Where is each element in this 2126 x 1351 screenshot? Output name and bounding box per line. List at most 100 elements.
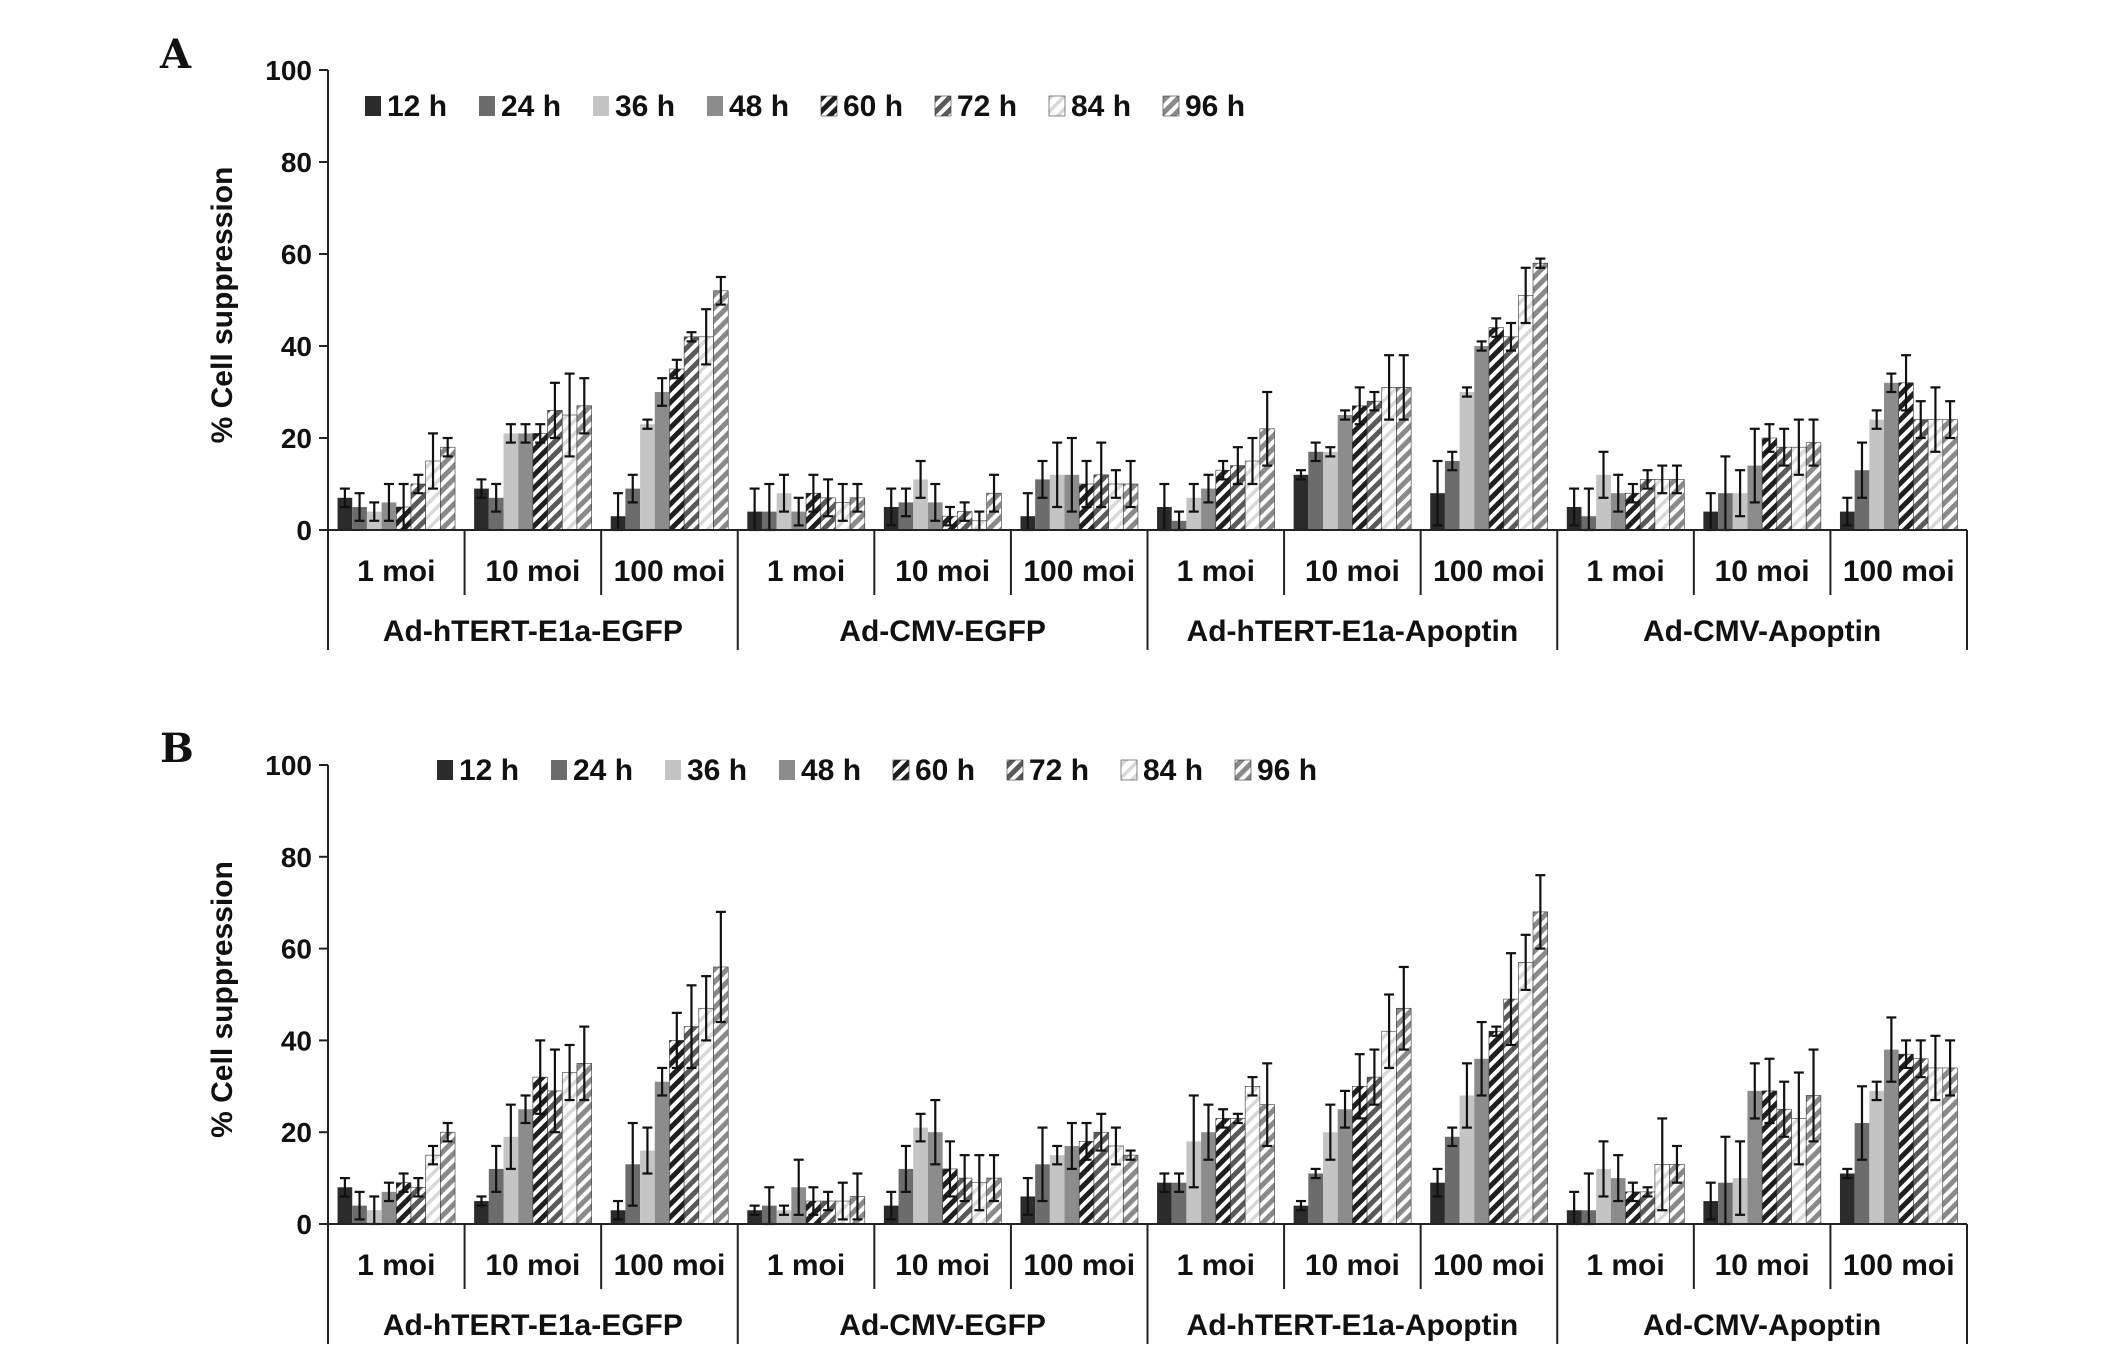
bar [1157, 1182, 1172, 1224]
y-tick-label: 80 [281, 147, 312, 178]
bar [1488, 1030, 1504, 1225]
legend-swatch [593, 96, 609, 116]
bar [440, 1131, 456, 1225]
bar [1503, 336, 1519, 531]
bar [1337, 1109, 1353, 1224]
bar [1869, 419, 1885, 530]
bar [1064, 1145, 1080, 1224]
bar [1337, 415, 1353, 530]
bar [640, 424, 655, 530]
legend-swatch [365, 96, 381, 116]
x-subgroup-label: 1 moi [357, 555, 435, 588]
x-subgroup-label: 1 moi [767, 555, 845, 588]
bar [488, 1168, 504, 1224]
legend-label: 60 h [843, 90, 903, 123]
x-subgroup-label: 100 moi [1023, 555, 1135, 588]
y-tick-label: 60 [281, 239, 312, 270]
bar [1854, 470, 1870, 530]
x-subgroup-label: 1 moi [1177, 1249, 1255, 1282]
bar [1518, 962, 1534, 1225]
bars [337, 874, 1958, 1226]
bar [1913, 1058, 1929, 1225]
x-subgroup-label: 100 moi [1843, 555, 1955, 588]
bar [1459, 392, 1475, 530]
bar [669, 368, 685, 531]
legend-label: 60 h [915, 754, 975, 787]
bar [503, 1136, 519, 1224]
legend-label: 84 h [1143, 754, 1203, 787]
bar [1747, 1090, 1763, 1224]
bar [1430, 1182, 1445, 1224]
legend-swatch [707, 96, 723, 116]
bar [1474, 346, 1489, 530]
legend-label: 12 h [387, 90, 447, 123]
x-subgroup-label: 1 moi [1586, 1249, 1664, 1282]
legend-label: 96 h [1257, 754, 1317, 787]
bar [654, 392, 670, 530]
bar [1444, 461, 1460, 530]
bar [1474, 1058, 1489, 1224]
legend-swatch [437, 760, 453, 780]
bar [440, 446, 456, 531]
bar [1884, 382, 1899, 530]
x-subgroup-label: 1 moi [767, 1249, 845, 1282]
bar [913, 1127, 928, 1224]
bar [488, 497, 504, 530]
bar [518, 433, 533, 530]
bar [1839, 1173, 1855, 1224]
bar [503, 433, 519, 530]
x-subgroup-label: 100 moi [614, 555, 726, 588]
bar [1049, 1155, 1065, 1224]
y-tick-label: 80 [281, 842, 312, 873]
x-subgroup-label: 10 moi [485, 1249, 580, 1282]
x-subgroup-label: 1 moi [1177, 555, 1255, 588]
legend-swatch [820, 95, 838, 117]
bar [518, 1109, 533, 1224]
x-group-label: Ad-hTERT-E1a-EGFP [383, 1309, 683, 1342]
legend-label: 24 h [501, 90, 561, 123]
legend-swatch [479, 96, 495, 116]
x-subgroup-label: 100 moi [1023, 1249, 1135, 1282]
legend-swatch [1048, 95, 1066, 117]
bar [683, 336, 700, 531]
x-subgroup-label: 100 moi [1843, 1249, 1955, 1282]
bar [927, 1132, 943, 1224]
x-axis: 1 moi 10 moi 100 moi Ad-hTERT-E1a-EGFP 1 moi… [327, 529, 1968, 650]
legend-label: 36 h [687, 754, 747, 787]
panel-letter-b: B [160, 725, 194, 772]
x-group-label: Ad-hTERT-E1a-Apoptin [1187, 615, 1519, 648]
bar [1201, 488, 1216, 530]
bar [1293, 474, 1309, 530]
bar [1244, 1086, 1261, 1225]
legend-swatch [779, 760, 795, 780]
y-tick-label: 100 [265, 55, 312, 86]
bar [1532, 262, 1549, 531]
x-group-label: Ad-CMV-Apoptin [1643, 615, 1881, 648]
bar [1596, 474, 1611, 530]
x-subgroup-label: 10 moi [895, 555, 990, 588]
bar [1035, 479, 1050, 530]
panel-letter-a: A [159, 31, 192, 78]
bar [1122, 1154, 1139, 1225]
x-group-label: Ad-CMV-EGFP [839, 1309, 1046, 1342]
y-axis-label: % Cell suppression [206, 167, 239, 444]
legend-label: 24 h [573, 754, 633, 787]
x-subgroup-label: 1 moi [1586, 555, 1664, 588]
y-tick-label: 0 [296, 515, 312, 546]
bar [1215, 1118, 1231, 1225]
legend-label: 48 h [801, 754, 861, 787]
x-group-label: Ad-hTERT-E1a-Apoptin [1187, 1309, 1519, 1342]
bar [1308, 1173, 1324, 1224]
x-group-label: Ad-hTERT-E1a-EGFP [383, 615, 683, 648]
panel-a: A 12 h 24 h 36 h 48 h 60 h 72 h 84 h 96 h 0 20 40… [159, 31, 1968, 650]
bar [474, 488, 489, 530]
bar [1323, 451, 1338, 530]
legend-swatch [1234, 759, 1252, 781]
bar [425, 1154, 441, 1225]
bar [337, 497, 353, 530]
bar [1201, 1132, 1216, 1224]
x-subgroup-label: 10 moi [895, 1249, 990, 1282]
x-subgroup-label: 10 moi [1305, 555, 1400, 588]
bar [1171, 1182, 1187, 1224]
